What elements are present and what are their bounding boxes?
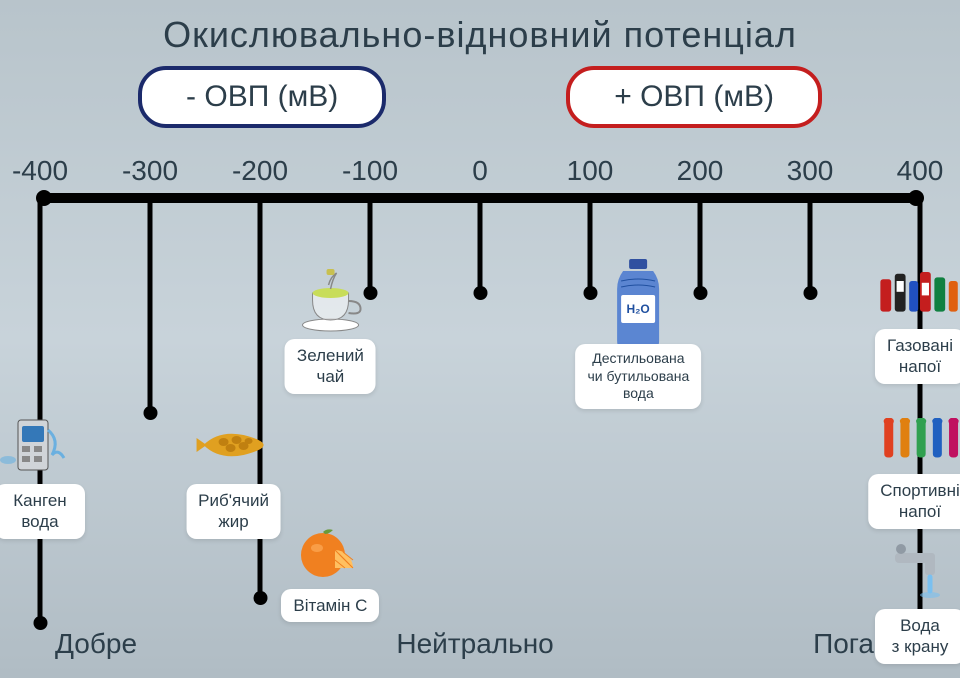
sodas-icon xyxy=(875,255,960,325)
tick-label: -400 xyxy=(12,155,68,187)
ionizer-icon xyxy=(0,410,85,480)
tick-line xyxy=(808,193,813,293)
tick-line xyxy=(478,193,483,293)
item-vitc: Вітамін С xyxy=(281,515,379,622)
tick-end-dot xyxy=(803,286,817,300)
tick-label: 400 xyxy=(897,155,944,187)
orange-icon xyxy=(285,515,375,585)
tick-label: 100 xyxy=(567,155,614,187)
item-sport: Спортивні напої xyxy=(868,400,960,529)
item-label: Зелений чай xyxy=(285,339,376,394)
tick-label: -300 xyxy=(122,155,178,187)
tick-end-dot xyxy=(143,406,157,420)
tick-label: -200 xyxy=(232,155,288,187)
tick-label: -100 xyxy=(342,155,398,187)
item-label: Газовані напої xyxy=(875,329,960,384)
bottle-icon: H₂O xyxy=(593,270,683,340)
badge-negative: - ОВП (мВ) xyxy=(138,66,386,128)
item-label: Канген вода xyxy=(0,484,85,539)
label-good: Добре xyxy=(55,628,137,660)
tick-label: 0 xyxy=(472,155,488,187)
tap-icon xyxy=(875,535,960,605)
tick-line xyxy=(38,193,43,623)
fishoil-icon xyxy=(189,410,279,480)
tick-end-dot xyxy=(253,591,267,605)
item-label: Риб'ячий жир xyxy=(186,484,281,539)
badge-positive: + ОВП (мВ) xyxy=(566,66,822,128)
page-title: Окислювально-відновний потенціал xyxy=(0,0,960,56)
tick-label: 200 xyxy=(677,155,724,187)
tick-label: 300 xyxy=(787,155,834,187)
sports-icon xyxy=(875,400,960,470)
item-label: Вода з крану xyxy=(875,609,960,664)
item-label: Дестильована чи бутильована вода xyxy=(576,344,702,409)
item-distilled: H₂O Дестильована чи бутильована вода xyxy=(576,270,702,409)
bottom-labels: Добре Нейтрально Погано xyxy=(0,628,960,660)
item-greentea: Зелений чай xyxy=(285,265,376,394)
item-label: Вітамін С xyxy=(281,589,379,622)
item-kangen: Канген вода xyxy=(0,410,85,539)
item-tap: Вода з крану xyxy=(875,535,960,664)
tick-line xyxy=(148,193,153,413)
svg-text:H₂O: H₂O xyxy=(627,302,650,316)
item-soda: Газовані напої xyxy=(875,255,960,384)
item-fishoil: Риб'ячий жир xyxy=(186,410,281,539)
label-neutral: Нейтрально xyxy=(396,628,553,660)
tick-end-dot xyxy=(473,286,487,300)
scale-area: -400-300-200-1000100200300400 Канген вод… xyxy=(40,155,920,635)
badges-row: - ОВП (мВ) + ОВП (мВ) xyxy=(0,66,960,128)
item-label: Спортивні напої xyxy=(868,474,960,529)
tea-icon xyxy=(285,265,375,335)
